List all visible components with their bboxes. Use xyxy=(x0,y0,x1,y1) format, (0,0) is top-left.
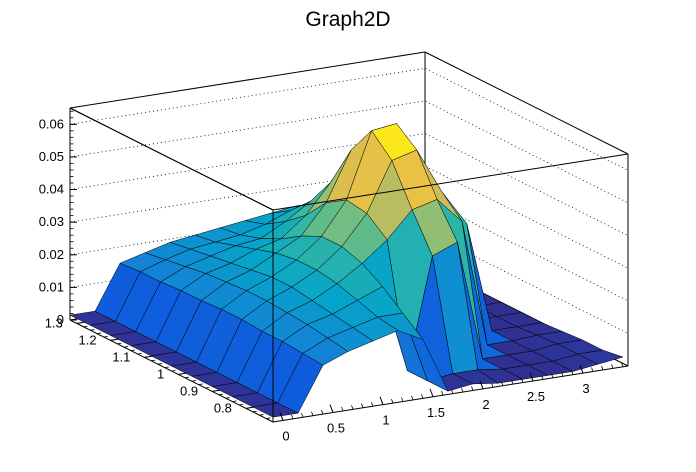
z-tick-label-4: 0.04 xyxy=(39,182,64,197)
x-tick-label-2: 1 xyxy=(382,413,389,428)
y-minor-tick xyxy=(178,373,183,375)
y-minor-tick xyxy=(164,366,169,368)
x-minor-tick xyxy=(281,416,284,421)
x-minor-tick xyxy=(561,372,564,377)
x-tick-label-1: 0.5 xyxy=(327,421,345,436)
z-tick-label-3: 0.03 xyxy=(39,214,64,229)
y-minor-tick xyxy=(151,359,156,362)
x-tick-label-4: 2 xyxy=(482,397,489,412)
x-tick-label-0: 0 xyxy=(282,428,289,443)
x-minor-tick xyxy=(501,381,504,386)
y-minor-tick xyxy=(117,342,122,345)
y-minor-tick xyxy=(130,349,135,351)
y-minor-tick xyxy=(191,380,196,382)
y-minor-tick xyxy=(232,400,237,402)
x-minor-tick xyxy=(521,378,524,383)
y-minor-tick xyxy=(198,383,203,385)
y-minor-tick xyxy=(110,339,115,341)
plot-box-front xyxy=(69,107,629,422)
x-tick-label-6: 3 xyxy=(582,381,589,396)
x-minor-tick xyxy=(301,413,304,418)
y-tick-label-1: 0.9 xyxy=(180,383,198,398)
x-minor-tick xyxy=(361,403,364,408)
x-minor-tick xyxy=(471,386,474,391)
z-tick-label-5: 0.05 xyxy=(39,149,64,164)
box-edge-front-1 xyxy=(272,153,629,211)
x-minor-tick xyxy=(431,392,434,397)
axes: 0 0.01 0.02 0.03 0.04 0.05 0.06 0.8 0.9 1 1.1 1.2 1.… xyxy=(39,108,629,443)
box-edge-back-6 xyxy=(424,51,629,155)
x-minor-tick xyxy=(331,408,334,413)
x-minor-tick xyxy=(601,365,604,371)
y-minor-tick xyxy=(245,407,250,409)
x-minor-tick xyxy=(621,362,624,367)
surface-cell-0-0 xyxy=(252,402,299,418)
y-minor-tick xyxy=(171,369,176,372)
x-minor-tick xyxy=(441,391,444,396)
y-minor-tick xyxy=(69,318,75,321)
y-minor-tick xyxy=(252,410,257,413)
y-minor-tick xyxy=(218,393,223,396)
x-minor-tick xyxy=(381,400,384,405)
y-minor-tick xyxy=(266,417,271,419)
surface-mesh xyxy=(69,123,624,418)
x-minor-tick xyxy=(611,364,614,369)
y-minor-tick xyxy=(144,356,149,358)
z-tick-label-2: 0.02 xyxy=(39,247,64,262)
x-minor-tick xyxy=(551,373,554,378)
y-minor-tick xyxy=(239,403,244,406)
y-tick-label-0: 0.8 xyxy=(214,400,232,415)
x-minor-tick xyxy=(291,414,294,419)
x-tick-label-5: 2.5 xyxy=(527,389,545,404)
box-edge-back-2 xyxy=(69,51,426,109)
x-minor-tick xyxy=(481,384,484,390)
z-tick-label-1: 0.01 xyxy=(39,279,64,294)
x-minor-tick xyxy=(541,375,544,380)
x-minor-tick xyxy=(401,397,404,402)
y-tick-label-4: 1.2 xyxy=(79,332,97,347)
y-minor-tick xyxy=(83,325,88,328)
y-minor-tick xyxy=(103,335,108,338)
y-minor-tick xyxy=(205,386,210,389)
x-minor-tick xyxy=(351,405,354,410)
y-minor-tick xyxy=(76,322,81,324)
y-minor-tick xyxy=(157,363,163,365)
x-minor-tick xyxy=(451,389,454,394)
y-tick-label-2: 1 xyxy=(157,366,164,381)
y-tick-label-3: 1.1 xyxy=(112,349,130,364)
y-minor-tick xyxy=(124,346,129,348)
z-tick-label-0: 0 xyxy=(57,312,64,327)
x-minor-tick xyxy=(491,383,494,388)
x-minor-tick xyxy=(511,380,514,385)
x-minor-tick xyxy=(461,387,464,393)
x-minor-tick xyxy=(311,411,314,416)
box-edge-front-2 xyxy=(69,107,274,211)
x-minor-tick xyxy=(421,394,424,399)
y-minor-tick xyxy=(225,397,230,399)
x-minor-tick xyxy=(411,395,414,401)
y-tick-label-5: 1.3 xyxy=(45,315,63,330)
y-minor-tick xyxy=(97,332,102,334)
x-minor-tick xyxy=(581,368,584,374)
y-minor-tick xyxy=(184,376,190,379)
x-minor-tick xyxy=(321,409,324,415)
z-tick-label-6: 0.06 xyxy=(39,116,64,131)
x-axis-line xyxy=(272,365,629,423)
y-minor-tick xyxy=(212,390,217,392)
x-minor-tick xyxy=(571,370,574,375)
y-minor-tick xyxy=(137,352,142,355)
y-minor-tick xyxy=(90,329,95,331)
chart-title: Graph2D xyxy=(305,8,390,31)
x-minor-tick xyxy=(341,406,344,412)
x-minor-tick xyxy=(531,376,534,382)
y-minor-tick xyxy=(259,414,264,416)
x-minor-tick xyxy=(391,398,394,404)
x-minor-tick xyxy=(371,402,374,407)
x-tick-label-3: 1.5 xyxy=(427,405,445,420)
x-minor-tick xyxy=(591,367,594,372)
